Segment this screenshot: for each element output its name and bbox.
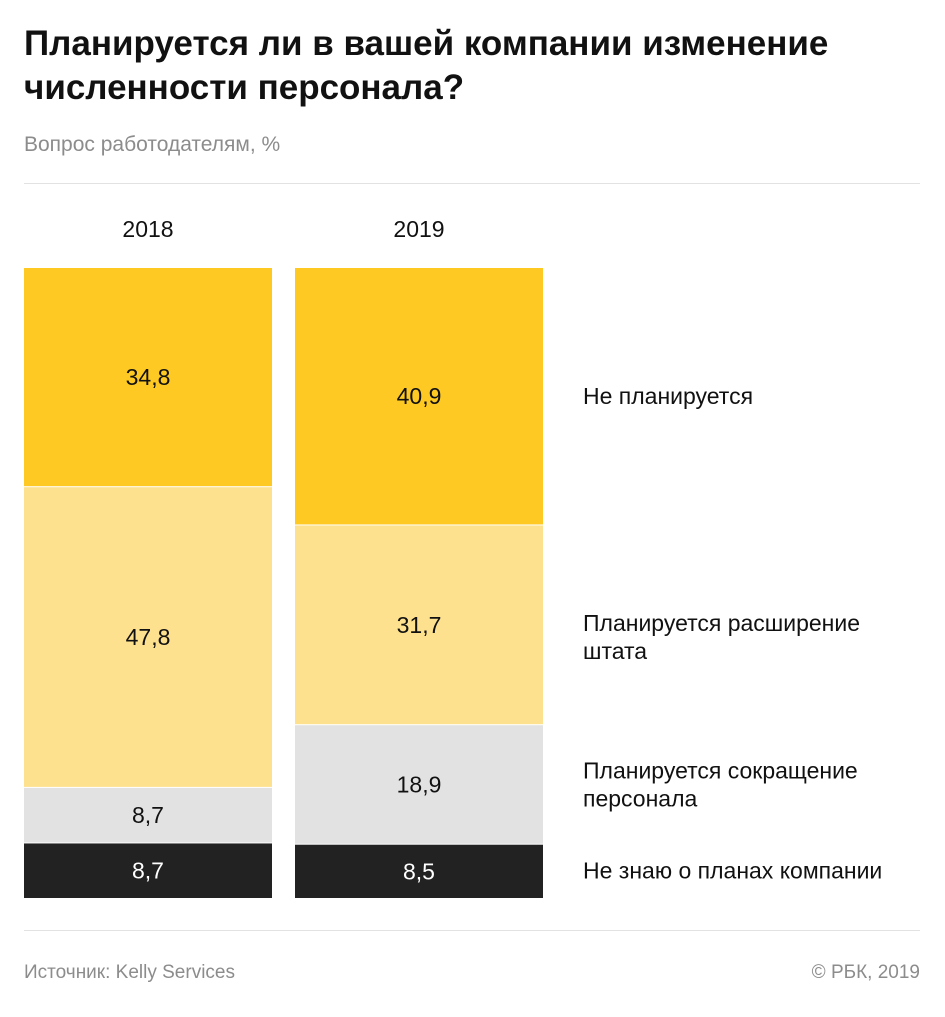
chart-title: Планируется ли в вашей компании изменени… — [24, 24, 829, 107]
value-label-2019-4: 8,5 — [403, 858, 435, 884]
value-label-2019-1: 40,9 — [397, 383, 442, 409]
legend-label-4: Не знаю о планах компании — [583, 858, 882, 884]
year-label-2018: 2018 — [122, 216, 173, 242]
bar-segment-2018-3 — [24, 787, 272, 843]
bar-segment-2019-4 — [295, 844, 543, 898]
bar-segment-2019-1 — [295, 268, 543, 525]
copyright-note: © РБК, 2019 — [811, 962, 920, 983]
bar-segment-2018-2 — [24, 487, 272, 787]
legend-label-2: Планируется расширение штата — [583, 610, 860, 664]
bar-segment-2019-3 — [295, 725, 543, 844]
value-label-2019-3: 18,9 — [397, 771, 442, 797]
bar-segment-2019-2 — [295, 525, 543, 725]
value-label-2018-2: 47,8 — [126, 624, 171, 650]
year-label-2019: 2019 — [393, 216, 444, 242]
value-label-2018-3: 8,7 — [132, 802, 164, 828]
legend-label-3: Планируется сокращение персонала — [583, 757, 858, 811]
legend-label-1: Не планируется — [583, 383, 753, 409]
value-label-2019-2: 31,7 — [397, 612, 442, 638]
top-divider — [24, 183, 920, 184]
bar-segment-2018-1 — [24, 268, 272, 487]
stacked-bar-chart: 2018 34,8 47,8 8,7 8,7 2019 40,9 31,7 18,9 8,5 Не … — [24, 216, 882, 898]
value-label-2018-4: 8,7 — [132, 858, 164, 884]
bar-segment-2018-4 — [24, 843, 272, 898]
chart-subtitle: Вопрос работодателям, % — [24, 133, 281, 156]
source-note: Источник: Kelly Services — [24, 962, 235, 983]
bottom-divider — [24, 930, 920, 931]
value-label-2018-1: 34,8 — [126, 364, 171, 390]
